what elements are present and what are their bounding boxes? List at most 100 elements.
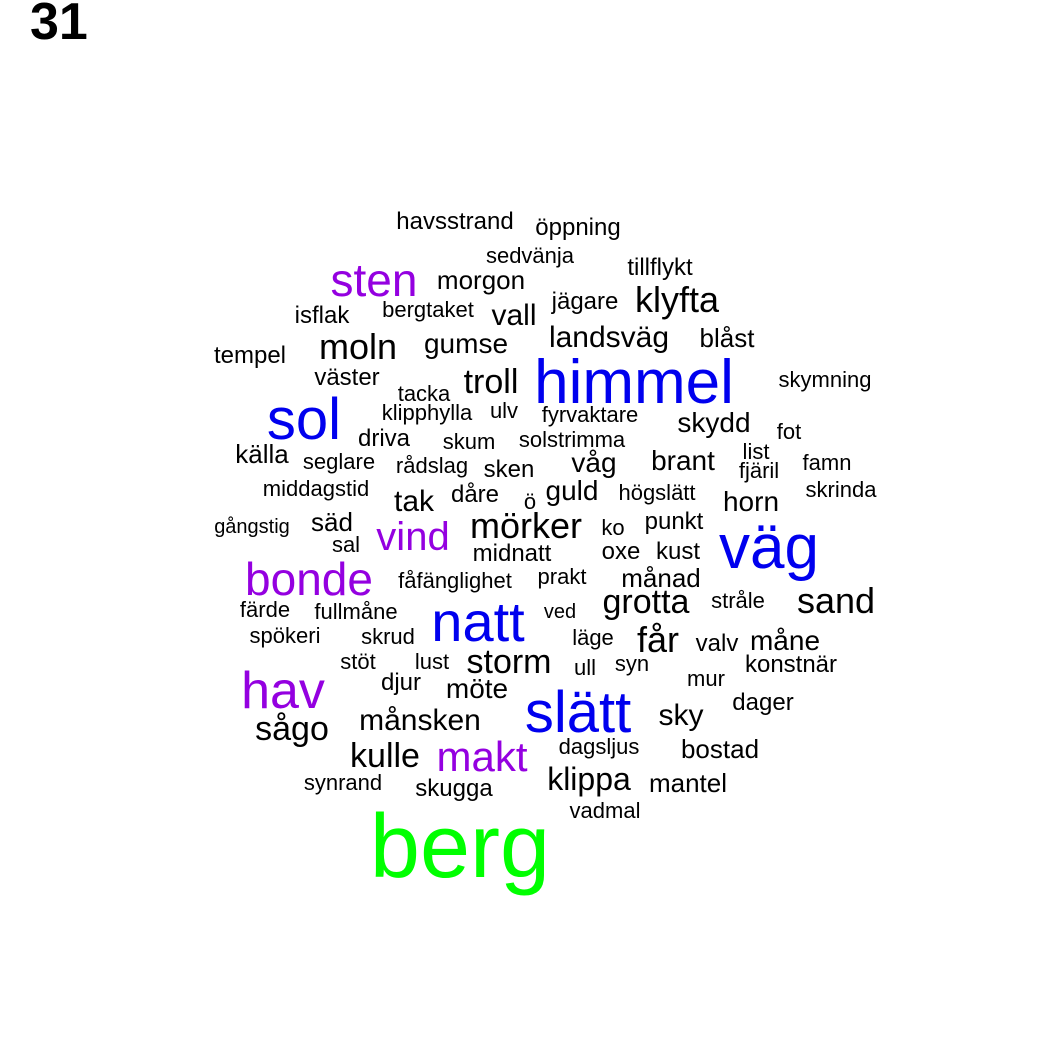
word-13: tempel — [213, 342, 287, 369]
word-59: fåfänglighet — [398, 568, 512, 593]
word-58: bonde — [245, 553, 373, 605]
word-6: klyfta — [634, 279, 720, 320]
word-67: natt — [431, 590, 525, 653]
word-0: havsstrand — [396, 208, 514, 235]
word-38: famn — [802, 450, 852, 475]
word-85: slätt — [524, 680, 632, 745]
word-49: vind — [376, 515, 450, 559]
word-14: moln — [318, 326, 398, 367]
word-11: landsväg — [548, 321, 670, 354]
word-33: rådslag — [395, 453, 469, 478]
word-60: prakt — [537, 564, 587, 589]
word-77: storm — [466, 643, 552, 681]
word-87: sky — [658, 699, 704, 732]
word-72: får — [636, 619, 680, 660]
word-89: månsken — [359, 704, 481, 737]
word-16: himmel — [534, 348, 734, 417]
word-41: dåre — [450, 481, 500, 508]
word-98: vadmal — [569, 798, 641, 823]
word-37: fjäril — [738, 458, 780, 483]
word-39: middagstid — [262, 476, 370, 501]
word-15: gumse — [423, 328, 509, 359]
word-10: vall — [491, 299, 537, 332]
word-3: tillflykt — [627, 254, 693, 281]
word-2: sedvänja — [485, 243, 575, 268]
word-96: synrand — [303, 770, 383, 795]
word-66: fullmåne — [314, 599, 398, 624]
word-27: driva — [357, 425, 411, 452]
word-18: tacka — [397, 381, 451, 406]
word-17: väster — [314, 364, 380, 391]
word-36: brant — [651, 445, 715, 476]
word-84: mur — [687, 666, 725, 691]
word-4: sten — [330, 254, 418, 306]
word-35: våg — [571, 447, 617, 478]
word-63: stråle — [711, 588, 765, 613]
word-47: gångstig — [214, 516, 290, 538]
word-7: jägare — [551, 288, 619, 315]
word-26: fot — [776, 419, 802, 444]
word-69: spökeri — [249, 623, 321, 648]
word-68: ved — [543, 601, 577, 623]
word-79: syn — [614, 651, 650, 676]
word-99: berg — [369, 797, 551, 897]
word-30: list — [742, 439, 770, 464]
word-24: fyrvaktare — [541, 402, 639, 427]
word-43: guld — [545, 475, 599, 506]
word-21: sol — [266, 387, 342, 452]
word-55: midnatt — [472, 540, 552, 567]
word-53: väg — [719, 513, 819, 582]
word-62: grotta — [602, 583, 690, 621]
word-78: ull — [573, 655, 597, 680]
word-93: bostad — [680, 734, 760, 764]
word-29: solstrimma — [518, 427, 626, 452]
word-64: sand — [796, 580, 876, 621]
word-40: tak — [393, 485, 435, 518]
word-75: stöt — [340, 649, 376, 674]
word-22: klipphylla — [381, 400, 473, 425]
word-88: sågo — [255, 710, 329, 748]
word-70: skrud — [361, 624, 415, 649]
word-80: konstnär — [744, 651, 838, 678]
word-82: djur — [380, 669, 422, 696]
word-61: månad — [621, 563, 701, 593]
word-5: morgon — [436, 265, 526, 295]
word-54: sal — [331, 532, 361, 557]
word-46: skrinda — [805, 477, 877, 502]
word-56: oxe — [601, 538, 641, 565]
word-51: ko — [601, 515, 625, 540]
word-9: bergtaket — [382, 297, 474, 322]
word-50: mörker — [469, 505, 583, 546]
word-31: källa — [235, 439, 289, 469]
word-73: valv — [695, 630, 739, 657]
word-74: måne — [749, 625, 821, 656]
word-86: dager — [732, 689, 794, 716]
word-20: skymning — [778, 367, 872, 392]
word-83: möte — [445, 673, 509, 704]
word-34: sken — [483, 456, 535, 483]
word-57: kust — [655, 538, 701, 565]
word-94: klippa — [547, 761, 631, 797]
word-32: seglare — [302, 449, 376, 474]
word-12: blåst — [699, 323, 755, 353]
word-48: säd — [311, 507, 353, 537]
word-42: ö — [523, 489, 537, 514]
word-52: punkt — [644, 508, 704, 535]
word-45: horn — [722, 486, 780, 517]
word-44: högslätt — [618, 480, 696, 505]
word-71: läge — [572, 625, 614, 650]
word-19: troll — [463, 363, 519, 401]
word-95: mantel — [648, 768, 728, 798]
word-23: ulv — [489, 398, 519, 423]
word-76: lust — [414, 649, 450, 674]
word-81: hav — [241, 662, 325, 720]
word-97: skugga — [415, 775, 493, 802]
page-number: 31 — [30, 0, 88, 51]
word-91: makt — [436, 733, 528, 780]
word-28: skum — [442, 429, 496, 454]
word-65: färde — [239, 597, 291, 622]
word-92: dagsljus — [558, 734, 640, 759]
word-1: öppning — [535, 214, 621, 241]
word-25: skydd — [677, 407, 751, 438]
